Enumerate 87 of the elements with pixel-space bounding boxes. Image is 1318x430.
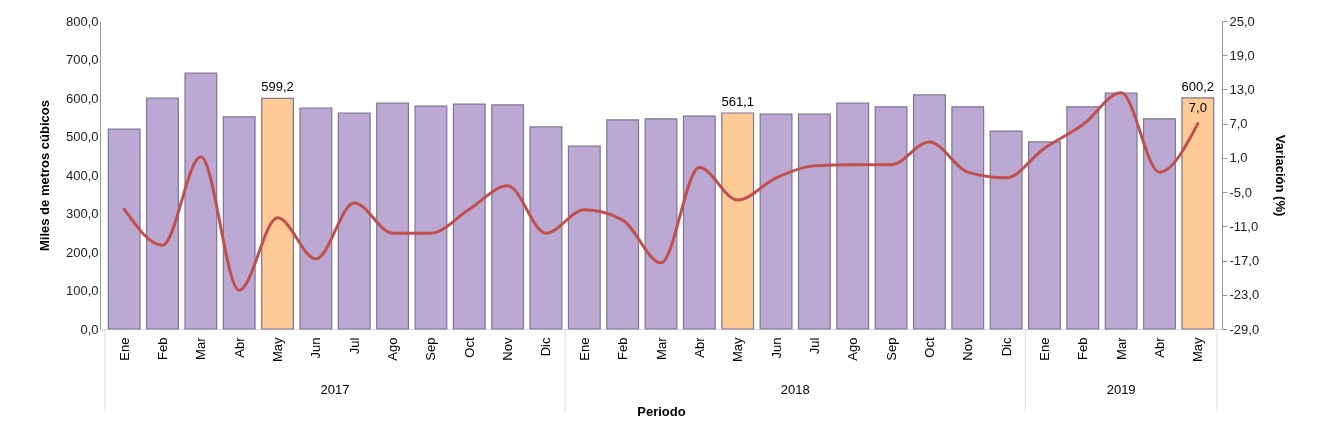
bar — [912, 94, 946, 330]
bar — [682, 115, 716, 330]
x-tick-label: Nov — [960, 337, 976, 361]
bar — [452, 103, 486, 330]
bar — [606, 119, 640, 330]
x-tick-label: Jun — [768, 337, 784, 359]
y-tick-label: 0,0 — [80, 321, 99, 337]
bar — [1181, 97, 1215, 330]
bar — [376, 102, 410, 330]
bar — [146, 97, 179, 330]
bar — [951, 106, 985, 330]
y-tick-label: 200,0 — [65, 244, 99, 260]
x-tick-label: Ene — [116, 337, 132, 361]
text: 2017 — [320, 382, 350, 397]
x-tick-label: Sep — [883, 337, 899, 361]
x-tick-label: Jul — [806, 337, 822, 355]
x-tick-label: May — [1190, 337, 1206, 363]
x-tick-label: Mar — [193, 336, 209, 360]
y-axis-title: Miles de metros cúbicos — [36, 100, 52, 251]
bar — [299, 107, 333, 330]
x-tick-label: Feb — [155, 337, 171, 360]
y2-tick-label: 1,0 — [1229, 150, 1248, 166]
y-tick-label: 500,0 — [65, 129, 99, 144]
x-tick-label: Ene — [576, 337, 592, 361]
x-tick-label: Ago — [385, 337, 401, 361]
y2-tick-label: 25,0 — [1229, 13, 1255, 29]
bar — [184, 72, 218, 330]
bar — [567, 145, 601, 330]
bar — [1027, 141, 1061, 330]
y2-tick-label: -5,0 — [1229, 184, 1252, 200]
x-tick-label: Oct — [461, 337, 477, 358]
x-tick-label: May — [730, 337, 746, 363]
bar — [491, 104, 525, 330]
x-tick-label: Dic — [538, 337, 554, 357]
x-tick-label: Sep — [423, 337, 439, 361]
y2-tick-label: -11,0 — [1229, 218, 1259, 234]
bar — [836, 102, 870, 330]
data-label: 7,0 — [1188, 99, 1207, 115]
bar — [759, 113, 793, 330]
data-label: 600,2 — [1181, 78, 1215, 94]
x-tick-label: Ago — [845, 337, 861, 361]
bar — [222, 116, 256, 330]
bar — [1104, 92, 1138, 330]
x-tick-label: Mar — [1113, 336, 1129, 360]
y2-tick-label: -17,0 — [1229, 253, 1260, 269]
data-label: 561,1 — [721, 93, 754, 109]
bar — [874, 106, 908, 330]
bar — [721, 112, 755, 330]
x-tick-label: Abr — [231, 336, 247, 358]
x-tick-label: Abr — [691, 336, 707, 358]
x-tick-label: Dic — [998, 337, 1014, 357]
x-tick-label: May — [270, 337, 286, 363]
text: 2019 — [1106, 382, 1136, 397]
x-tick-label: Jul — [346, 337, 362, 355]
bar — [529, 126, 563, 330]
bar — [414, 105, 448, 330]
x-tick-label: Mar — [653, 336, 669, 360]
y-tick-label: 700,0 — [65, 52, 99, 67]
y-tick-label: 300,0 — [65, 206, 99, 221]
x-tick-label: Feb — [615, 337, 631, 360]
y-tick-label: 100,0 — [65, 283, 99, 298]
y2-tick-label: 19,0 — [1229, 47, 1255, 63]
y2-tick-label: -23,0 — [1229, 287, 1260, 303]
bar — [989, 130, 1023, 330]
bar — [337, 112, 371, 330]
y-tick-label: 400,0 — [65, 167, 99, 183]
x-axis-title: Periodo — [637, 404, 686, 420]
bar — [644, 118, 678, 330]
bar — [1066, 106, 1100, 330]
x-tick-label: Feb — [1075, 337, 1091, 360]
bar — [1143, 118, 1176, 330]
bar — [261, 97, 295, 330]
x-tick-label: Abr — [1151, 336, 1167, 358]
data-label: 599,2 — [261, 79, 294, 95]
y-tick-label: 800,0 — [65, 13, 99, 29]
bar — [107, 128, 141, 330]
y2-tick-label: 13,0 — [1229, 81, 1255, 97]
x-tick-label: Oct — [921, 337, 937, 358]
x-tick-label: Jun — [308, 337, 324, 359]
bar — [797, 113, 831, 330]
text: 2018 — [780, 382, 810, 397]
y-tick-label: 600,0 — [65, 90, 99, 106]
x-tick-label: Nov — [500, 337, 516, 361]
y2-tick-label: -29,0 — [1229, 321, 1260, 337]
y2-tick-label: 7,0 — [1229, 116, 1248, 132]
x-tick-label: Ene — [1036, 337, 1052, 361]
y2-axis-title: Variación (%) — [1273, 134, 1289, 217]
